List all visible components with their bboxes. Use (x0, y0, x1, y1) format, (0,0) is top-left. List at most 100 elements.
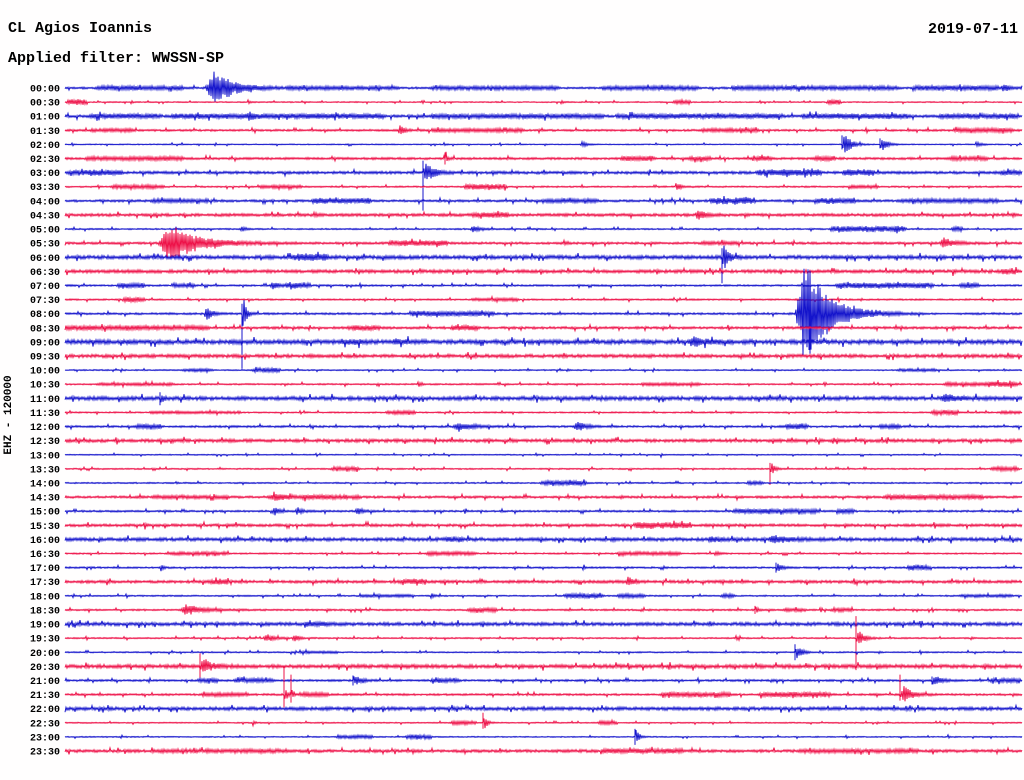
applied-filter-label: Applied filter: WWSSN-SP (8, 50, 225, 67)
trace-07:00 (64, 281, 1023, 290)
time-label-21:00: 21:00 (30, 677, 60, 688)
time-label-04:00: 04:00 (30, 197, 60, 208)
time-label-19:30: 19:30 (30, 635, 60, 646)
time-label-18:00: 18:00 (30, 592, 60, 603)
trace-14:00 (64, 478, 1023, 488)
trace-17:00 (64, 563, 1023, 572)
channel-scale-label: EHZ - 120000 (3, 375, 15, 455)
time-label-10:00: 10:00 (30, 367, 60, 378)
trace-10:00 (64, 366, 1023, 375)
time-label-15:00: 15:00 (30, 508, 60, 519)
trace-08:30 (64, 322, 1023, 333)
trace-20:00 (64, 648, 1023, 659)
trace-16:30 (64, 549, 1023, 558)
time-label-11:30: 11:30 (30, 409, 60, 420)
trace-09:30 (64, 352, 1023, 361)
time-label-12:30: 12:30 (30, 437, 60, 448)
time-label-19:00: 19:00 (30, 621, 60, 632)
trace-22:00 (64, 703, 1023, 713)
time-label-03:30: 03:30 (30, 183, 60, 194)
time-label-13:00: 13:00 (30, 451, 60, 462)
trace-10:30 (64, 379, 1023, 389)
trace-05:30 (64, 227, 1023, 259)
trace-06:30 (64, 266, 1023, 276)
trace-08:00 (64, 268, 1023, 355)
trace-04:30 (64, 210, 1023, 220)
time-label-06:30: 06:30 (30, 268, 60, 279)
trace-05:00 (64, 224, 1023, 234)
time-label-20:00: 20:00 (30, 649, 60, 660)
trace-18:30 (64, 604, 1023, 615)
trace-13:30 (64, 463, 1023, 474)
trace-12:00 (64, 422, 1023, 432)
time-label-23:00: 23:00 (30, 733, 60, 744)
trace-23:00 (64, 730, 1023, 741)
time-label-09:00: 09:00 (30, 338, 60, 349)
trace-11:00 (64, 393, 1023, 403)
time-label-02:00: 02:00 (30, 141, 60, 152)
trace-00:00 (64, 71, 1023, 102)
trace-14:30 (64, 491, 1023, 502)
trace-01:00 (64, 111, 1023, 122)
trace-12:30 (64, 436, 1023, 446)
trace-17:30 (64, 576, 1023, 587)
trace-07:30 (64, 294, 1023, 304)
trace-03:00 (64, 163, 1023, 180)
time-label-17:30: 17:30 (30, 578, 60, 589)
trace-06:00 (64, 245, 1023, 269)
time-label-08:00: 08:00 (30, 310, 60, 321)
time-label-12:00: 12:00 (30, 423, 60, 434)
trace-23:30 (64, 745, 1023, 756)
trace-22:30 (64, 718, 1023, 729)
trace-02:00 (64, 136, 1023, 153)
trace-00:30 (64, 97, 1023, 107)
trace-15:30 (64, 520, 1023, 531)
trace-04:00 (64, 196, 1023, 206)
time-label-08:30: 08:30 (30, 324, 60, 335)
trace-01:30 (64, 125, 1023, 135)
time-label-16:30: 16:30 (30, 550, 60, 561)
trace-20:30 (64, 659, 1023, 672)
trace-13:00 (64, 451, 1023, 459)
date-label: 2019-07-11 (927, 21, 1018, 38)
time-label-04:30: 04:30 (30, 212, 60, 223)
trace-09:00 (64, 336, 1023, 349)
trace-19:00 (64, 619, 1023, 630)
time-label-13:30: 13:30 (30, 465, 60, 476)
time-label-22:30: 22:30 (30, 719, 60, 730)
trace-15:00 (64, 507, 1023, 516)
time-label-23:30: 23:30 (30, 748, 60, 759)
time-label-14:00: 14:00 (30, 480, 60, 491)
trace-21:30 (64, 686, 1023, 702)
time-label-01:30: 01:30 (30, 127, 60, 138)
trace-02:30 (64, 151, 1023, 164)
time-label-03:00: 03:00 (30, 169, 60, 180)
time-label-14:30: 14:30 (30, 494, 60, 505)
time-label-06:00: 06:00 (30, 254, 60, 265)
trace-18:00 (64, 591, 1023, 601)
station-title: CL Agios Ioannis (8, 20, 153, 37)
time-label-05:30: 05:30 (30, 240, 60, 251)
time-label-11:00: 11:00 (30, 395, 60, 406)
time-label-07:30: 07:30 (30, 296, 60, 307)
trace-16:00 (64, 534, 1023, 544)
time-label-09:30: 09:30 (30, 353, 60, 364)
time-label-00:00: 00:00 (30, 85, 60, 96)
time-label-15:30: 15:30 (30, 522, 60, 533)
time-label-02:30: 02:30 (30, 155, 60, 166)
time-label-05:00: 05:00 (30, 226, 60, 237)
trace-03:30 (64, 182, 1023, 192)
time-label-17:00: 17:00 (30, 564, 60, 575)
trace-19:30 (64, 631, 1023, 644)
time-label-22:00: 22:00 (30, 705, 60, 716)
time-label-16:00: 16:00 (30, 536, 60, 547)
trace-21:00 (64, 676, 1023, 685)
time-label-00:30: 00:30 (30, 99, 60, 110)
time-label-18:30: 18:30 (30, 606, 60, 617)
time-label-21:30: 21:30 (30, 691, 60, 702)
trace-11:30 (64, 408, 1023, 417)
time-label-20:30: 20:30 (30, 663, 60, 674)
time-label-10:30: 10:30 (30, 381, 60, 392)
